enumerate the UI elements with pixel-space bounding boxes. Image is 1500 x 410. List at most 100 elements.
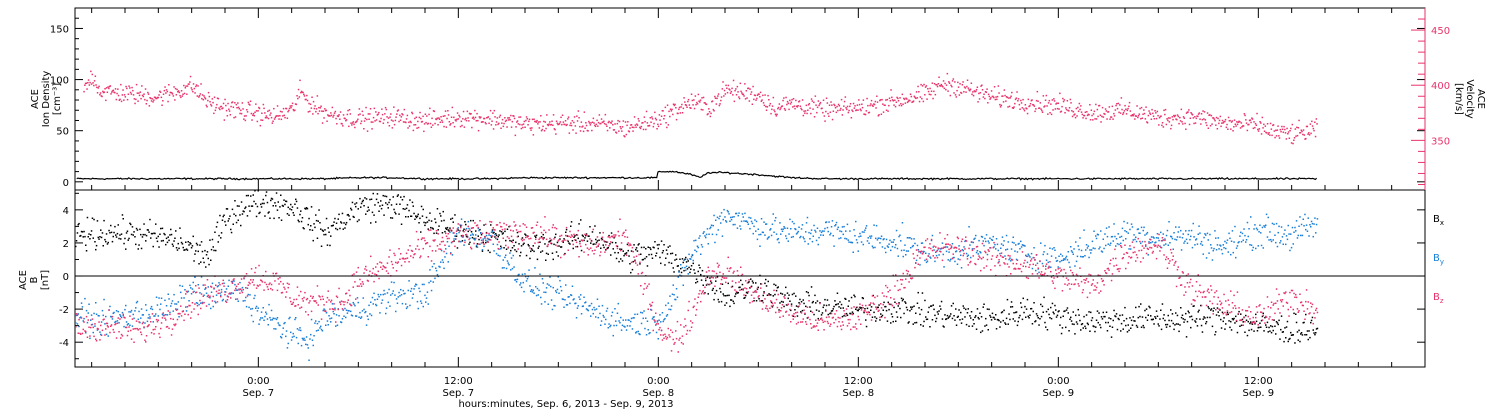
- velocity-point: [222, 107, 224, 109]
- by-point: [345, 309, 348, 311]
- by-point: [1077, 245, 1079, 247]
- bz-point: [163, 314, 165, 317]
- velocity-point: [754, 94, 757, 97]
- velocity-point: [235, 103, 238, 106]
- by-series: [75, 208, 1319, 361]
- bx-point: [972, 319, 974, 321]
- bx-point: [685, 261, 688, 263]
- by-point: [685, 265, 688, 268]
- by-point: [216, 285, 219, 288]
- bx-point: [1110, 336, 1113, 338]
- by-point: [601, 304, 604, 307]
- bx-point: [717, 298, 719, 301]
- bx-point: [930, 305, 932, 307]
- bx-point: [564, 252, 566, 255]
- bx-point: [100, 236, 103, 239]
- bx-point: [85, 250, 88, 252]
- velocity-point: [1128, 101, 1131, 104]
- by-point: [1152, 236, 1154, 238]
- by-point: [200, 276, 203, 278]
- velocity-point: [916, 97, 919, 99]
- bx-point: [1187, 310, 1189, 312]
- velocity-point: [1062, 97, 1064, 100]
- velocity-point: [687, 98, 690, 101]
- velocity-point: [246, 111, 249, 113]
- bx-point: [568, 242, 570, 244]
- bx-point: [1199, 318, 1201, 320]
- velocity-point: [1016, 91, 1018, 93]
- bx-point: [1077, 308, 1079, 311]
- bz-point: [327, 290, 329, 292]
- bx-point: [105, 240, 107, 243]
- by-point: [843, 225, 845, 228]
- bx-point: [1020, 306, 1023, 309]
- by-point: [1135, 240, 1138, 243]
- bx-point: [1069, 318, 1071, 320]
- bx-point: [442, 210, 444, 213]
- velocity-point: [274, 116, 277, 119]
- velocity-point: [211, 98, 214, 100]
- velocity-point: [405, 118, 408, 120]
- velocity-point: [810, 98, 813, 100]
- bx-point: [1311, 316, 1314, 319]
- velocity-point: [254, 111, 256, 113]
- velocity-point: [449, 124, 451, 126]
- by-point: [1099, 246, 1101, 248]
- velocity-point: [625, 133, 628, 136]
- velocity-point: [461, 124, 463, 127]
- velocity-point: [752, 85, 754, 88]
- velocity-point: [246, 109, 248, 111]
- by-point: [1178, 226, 1180, 228]
- velocity-point: [336, 115, 339, 117]
- velocity-point: [1101, 106, 1104, 109]
- velocity-point: [426, 115, 428, 117]
- bz-point: [246, 295, 249, 297]
- velocity-point: [495, 124, 497, 126]
- velocity-point: [145, 103, 148, 105]
- bx-point: [405, 207, 408, 210]
- velocity-point: [136, 92, 139, 94]
- by-point: [700, 253, 702, 255]
- bx-point: [316, 237, 319, 239]
- bx-point: [1316, 327, 1319, 330]
- by-point: [1028, 254, 1030, 257]
- velocity-point: [1047, 102, 1050, 104]
- velocity-point: [783, 97, 785, 99]
- bx-point: [645, 256, 648, 258]
- velocity-point: [553, 128, 556, 130]
- by-point: [980, 251, 982, 254]
- velocity-point: [1033, 105, 1036, 107]
- by-point: [953, 256, 955, 259]
- bx-point: [1219, 309, 1221, 311]
- by-point: [996, 243, 999, 246]
- bz-point: [200, 307, 202, 310]
- bz-point: [353, 273, 355, 275]
- bx-point: [202, 257, 204, 259]
- by-point: [545, 287, 548, 289]
- by-point: [232, 292, 234, 295]
- by-point: [546, 283, 549, 285]
- by-point: [1012, 236, 1014, 238]
- by-point: [302, 339, 304, 341]
- velocity-point: [225, 109, 228, 112]
- velocity-point: [833, 103, 835, 106]
- by-point: [230, 292, 233, 294]
- bx-point: [902, 298, 904, 301]
- velocity-point: [239, 112, 241, 115]
- bz-point: [205, 305, 208, 307]
- bx-point: [301, 217, 304, 219]
- bx-point: [984, 325, 986, 327]
- velocity-point: [909, 93, 912, 95]
- by-point: [659, 314, 661, 316]
- velocity-point: [882, 103, 884, 105]
- bx-point: [505, 239, 507, 242]
- bx-point: [1133, 320, 1135, 322]
- velocity-point: [144, 88, 147, 90]
- velocity-point: [1232, 130, 1234, 132]
- velocity-point: [309, 103, 312, 105]
- bx-point: [553, 243, 555, 246]
- bx-point: [270, 197, 273, 200]
- bx-point: [1309, 336, 1311, 339]
- by-point: [459, 224, 461, 226]
- bx-point: [897, 305, 899, 307]
